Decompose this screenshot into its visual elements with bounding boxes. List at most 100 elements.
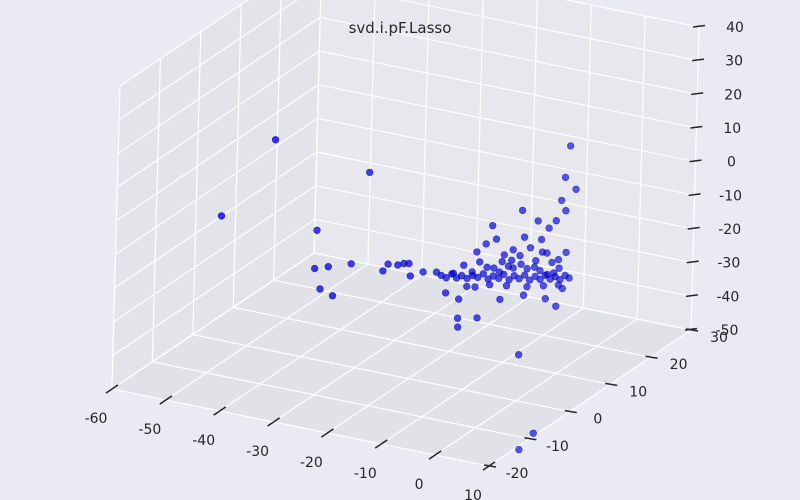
scatter-point <box>561 173 570 182</box>
scatter-point <box>538 248 547 256</box>
scatter-point <box>500 270 508 279</box>
scatter-point <box>520 233 529 241</box>
scatter-point <box>515 445 523 454</box>
x-tick <box>213 406 227 416</box>
z-tick <box>690 125 703 129</box>
y-tick-label: 20 <box>670 357 688 373</box>
grid-line-z-back <box>315 185 693 264</box>
scatter-point <box>545 224 553 232</box>
back-pane <box>314 0 699 330</box>
y-tick-label: -10 <box>546 439 569 455</box>
x-tick-label: 0 <box>415 477 424 493</box>
grid-line-z-back <box>319 50 697 129</box>
grid-line-x-floor <box>273 285 476 423</box>
scatter-point <box>311 264 319 273</box>
x-tick-label: -10 <box>354 466 377 482</box>
grid-line-x-back <box>421 0 430 276</box>
y-tick-label: 30 <box>710 330 728 346</box>
scatter-point <box>508 256 516 264</box>
scatter-point <box>406 272 414 280</box>
grid-line-z-back <box>318 84 696 163</box>
scatter-point <box>489 221 497 230</box>
scatter-point <box>483 263 491 271</box>
scatter-point <box>473 314 481 322</box>
floor-pane <box>112 253 691 466</box>
scatter-point <box>460 261 468 269</box>
x-tick <box>374 439 388 449</box>
scatter-point <box>557 196 566 205</box>
grid-line-y-floor <box>192 334 570 413</box>
scatter-point <box>328 292 337 300</box>
grid-line-y-floor <box>273 279 651 358</box>
grid-line-z-left <box>116 84 319 222</box>
grid-line-z-back <box>320 16 698 95</box>
scatter-point <box>479 270 487 278</box>
scatter-point <box>384 260 392 268</box>
scatter-point <box>476 258 484 266</box>
grid-line-y-left <box>232 4 242 308</box>
scatter-point <box>554 255 563 264</box>
scatter-point <box>394 261 402 269</box>
scatter-point <box>492 235 501 243</box>
grid-line-x-back <box>636 15 646 320</box>
x-tick <box>267 417 281 427</box>
grid-line-x-back <box>690 26 700 331</box>
scatter-point <box>541 295 549 303</box>
scatter-point <box>496 295 504 304</box>
grid-line-z-left <box>112 218 316 356</box>
x-tick-label: -40 <box>192 433 215 449</box>
scatter-point <box>366 168 374 177</box>
scatter-point <box>530 263 539 271</box>
y-tick-label: -20 <box>506 466 529 482</box>
scatter-point <box>500 251 508 259</box>
scatter-point <box>316 285 324 293</box>
x-tick-label: 10 <box>464 488 482 500</box>
z-tick <box>684 327 698 331</box>
scatter-point <box>379 267 387 275</box>
grid-line-z-left <box>115 117 318 255</box>
grid-line-y-left <box>151 58 161 362</box>
scatter-point <box>526 244 535 252</box>
axis-tick-labels: -60-50-40-30-20-10010-20-100102030-50-40… <box>85 20 744 500</box>
scatter-point <box>514 351 523 359</box>
chart-title: svd.i.pF.Lasso <box>349 19 452 37</box>
grid-line-y-floor <box>152 361 530 440</box>
scatter-point <box>541 271 549 279</box>
grid-line-x-floor <box>219 274 423 412</box>
scatter-point <box>454 323 462 331</box>
scatter-point <box>554 281 563 289</box>
scatter-point <box>485 281 494 289</box>
grid-line-x-back <box>474 0 484 287</box>
x-tick-label: -30 <box>246 444 269 460</box>
scatter-point <box>572 185 580 194</box>
scatter-point <box>561 271 569 280</box>
scatter-point <box>549 269 558 277</box>
z-tick <box>689 159 702 163</box>
z-tick-label: 20 <box>724 87 742 103</box>
scatter-point <box>532 257 540 265</box>
scatter-point <box>562 207 570 215</box>
z-tick-label: 0 <box>727 155 736 171</box>
y-tick-label: 0 <box>593 412 602 428</box>
scatter-point <box>552 217 560 225</box>
scatter-point <box>523 283 531 291</box>
y-tick-label: 10 <box>629 384 647 400</box>
z-tick-label: -50 <box>716 323 739 339</box>
scatter-point <box>518 206 527 215</box>
grid-line-x-floor <box>380 307 584 445</box>
grid-line-x-floor <box>488 329 692 467</box>
grid-line-x-floor <box>327 296 530 434</box>
axis-panes <box>112 0 699 466</box>
y-tick <box>564 409 577 414</box>
grid-line-y-left <box>111 85 121 390</box>
z-tick-label: -10 <box>719 188 742 204</box>
grid-line-z-back <box>563 0 700 28</box>
y-tick <box>524 437 537 441</box>
z-tick <box>692 58 705 62</box>
scatter-point <box>539 282 548 290</box>
scatter-point <box>324 263 332 271</box>
scatter-point <box>519 291 528 299</box>
z-tick-label: 30 <box>725 54 743 70</box>
grid-line-z-back <box>316 151 694 230</box>
